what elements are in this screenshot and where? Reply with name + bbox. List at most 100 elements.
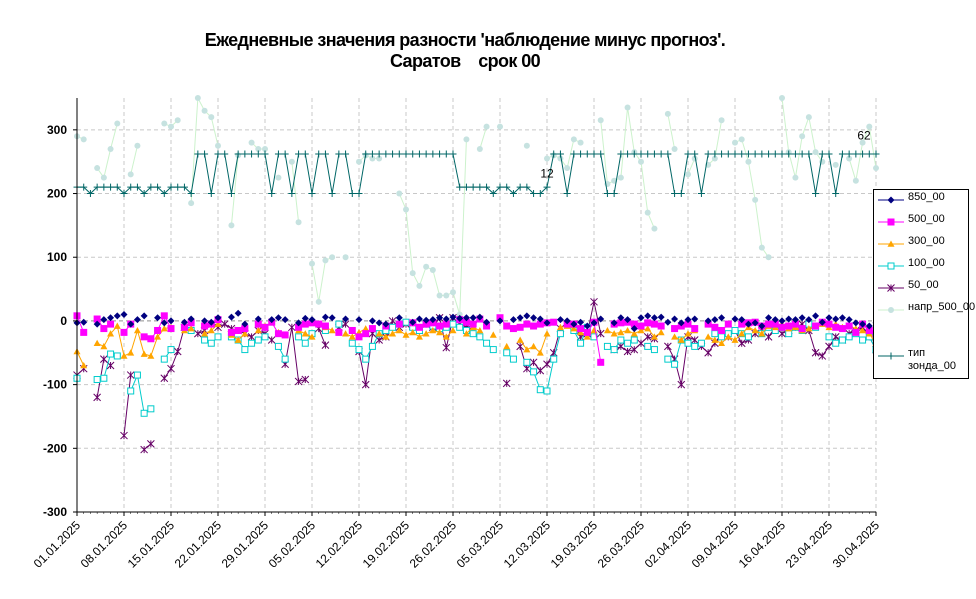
data-point (664, 110, 671, 117)
data-point (328, 190, 336, 198)
data-point (671, 190, 679, 198)
data-point (355, 190, 363, 198)
series-500_00 (73, 312, 880, 366)
data-point (409, 270, 416, 277)
data-point (187, 325, 195, 332)
data-point (684, 339, 692, 347)
data-point (550, 318, 558, 326)
data-point (234, 336, 242, 343)
series-line (190, 96, 219, 204)
data-point (543, 183, 551, 191)
data-point (724, 320, 732, 328)
legend-marker (887, 262, 895, 270)
data-point (624, 150, 632, 158)
data-point (644, 209, 651, 216)
data-point (570, 325, 578, 332)
data-point (268, 190, 276, 198)
data-point (752, 196, 759, 203)
data-point (731, 336, 739, 343)
legend-marker (887, 284, 895, 292)
data-point (234, 326, 242, 334)
data-point (295, 319, 303, 327)
data-point (133, 371, 141, 379)
data-point (751, 326, 759, 334)
data-point (201, 150, 209, 158)
data-point (422, 316, 430, 324)
data-point (395, 314, 403, 322)
data-point (550, 150, 558, 158)
data-point (624, 339, 632, 347)
data-point (215, 142, 221, 149)
data-point (315, 320, 323, 328)
data-point (758, 150, 766, 158)
data-point (852, 150, 860, 158)
data-point (147, 183, 155, 191)
data-point (791, 150, 799, 158)
data-point (154, 314, 162, 322)
data-point (489, 190, 497, 198)
legend-item: 100_00 (874, 257, 970, 277)
data-point (369, 155, 376, 162)
data-point (744, 333, 752, 341)
x-tick-label: 12.02.2025 (313, 518, 366, 571)
data-point (174, 183, 182, 191)
data-point (100, 325, 108, 333)
data-point (127, 171, 134, 178)
data-point (154, 333, 162, 340)
data-point (402, 331, 410, 338)
data-point (590, 297, 598, 306)
data-point (241, 320, 249, 328)
data-point (194, 329, 202, 338)
data-point (623, 347, 632, 356)
data-point (818, 352, 827, 360)
y-tick-label: 300 (47, 123, 67, 137)
data-point (724, 333, 732, 340)
data-point (328, 326, 336, 334)
data-point (543, 330, 551, 337)
data-point (133, 183, 141, 191)
data-point (207, 190, 215, 198)
legend-swatch (878, 218, 904, 226)
data-point (93, 339, 101, 347)
data-point (322, 257, 329, 264)
data-point (301, 314, 309, 322)
data-point (342, 150, 350, 158)
data-point (429, 150, 437, 158)
data-point (838, 325, 846, 333)
data-point (361, 380, 370, 389)
legend-swatch (878, 262, 904, 270)
x-tick-label: 30.04.2025 (830, 518, 883, 571)
data-point (825, 150, 833, 158)
data-point (570, 136, 577, 143)
data-point (785, 322, 793, 330)
data-point (778, 323, 786, 331)
data-point (873, 165, 879, 172)
legend-item: 500_00 (874, 213, 970, 233)
data-point (677, 190, 685, 198)
data-point (812, 149, 819, 156)
data-point (476, 313, 484, 321)
data-point (617, 150, 625, 158)
data-point (637, 314, 645, 322)
x-tick-label: 23.04.2025 (783, 518, 836, 571)
data-point (483, 318, 491, 326)
data-point (603, 326, 611, 334)
data-point (423, 263, 430, 270)
data-point (295, 150, 303, 158)
data-point (254, 320, 262, 328)
data-point (93, 183, 101, 191)
legend-label: напр_500_00 (908, 301, 976, 313)
x-tick-labels: 01.01.202508.01.202515.01.202522.01.2025… (31, 518, 883, 571)
data-point (859, 336, 867, 344)
data-point (523, 183, 531, 191)
series-line (667, 113, 676, 150)
data-point (94, 165, 101, 172)
data-point (208, 114, 215, 121)
data-point (745, 158, 752, 165)
y-tick-label: -200 (43, 441, 67, 455)
y-tick-label: 100 (47, 250, 67, 264)
data-point (805, 325, 813, 332)
data-point (261, 333, 269, 341)
data-point (489, 346, 497, 354)
data-point (362, 325, 370, 332)
